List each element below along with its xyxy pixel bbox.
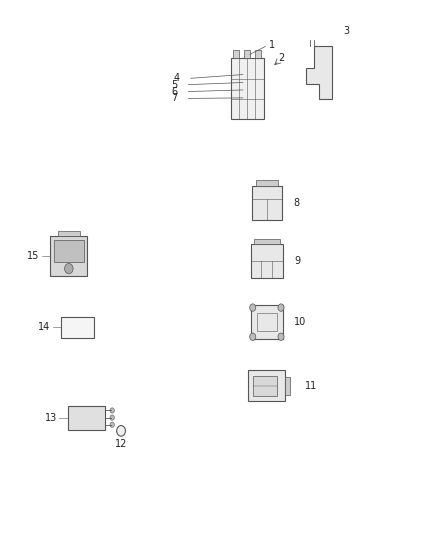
Text: 4: 4 — [174, 73, 180, 83]
Bar — [257, 313, 277, 332]
Circle shape — [250, 333, 256, 341]
Bar — [50, 236, 87, 276]
Text: 15: 15 — [27, 251, 39, 261]
Circle shape — [278, 333, 284, 341]
Text: 3: 3 — [343, 26, 349, 36]
Bar — [58, 231, 80, 236]
Circle shape — [250, 304, 256, 311]
Bar — [251, 305, 283, 340]
Bar — [251, 244, 283, 278]
Text: 6: 6 — [172, 86, 178, 96]
Bar — [253, 376, 277, 396]
Text: 1: 1 — [269, 40, 275, 50]
Text: 9: 9 — [294, 256, 300, 266]
Circle shape — [110, 422, 114, 427]
Text: 7: 7 — [171, 93, 178, 103]
Circle shape — [110, 415, 114, 420]
Text: 12: 12 — [115, 439, 127, 449]
Circle shape — [110, 408, 114, 413]
Bar — [248, 370, 286, 401]
Bar — [286, 377, 290, 395]
Circle shape — [117, 425, 125, 436]
Bar — [54, 240, 84, 262]
Bar — [68, 406, 105, 430]
Text: 5: 5 — [171, 79, 178, 90]
Bar — [244, 51, 251, 59]
Text: 13: 13 — [45, 413, 57, 423]
Bar — [233, 51, 240, 59]
Bar — [61, 317, 94, 338]
Bar — [256, 181, 278, 185]
Polygon shape — [306, 46, 332, 100]
Bar — [254, 239, 280, 244]
Text: 14: 14 — [38, 322, 50, 333]
Text: 11: 11 — [305, 381, 317, 391]
Text: 2: 2 — [278, 53, 284, 63]
Bar — [255, 51, 261, 59]
Circle shape — [64, 263, 73, 274]
Circle shape — [278, 304, 284, 311]
Bar — [231, 59, 264, 119]
Text: 8: 8 — [293, 198, 299, 208]
Bar — [252, 185, 282, 220]
Text: 10: 10 — [294, 317, 306, 327]
